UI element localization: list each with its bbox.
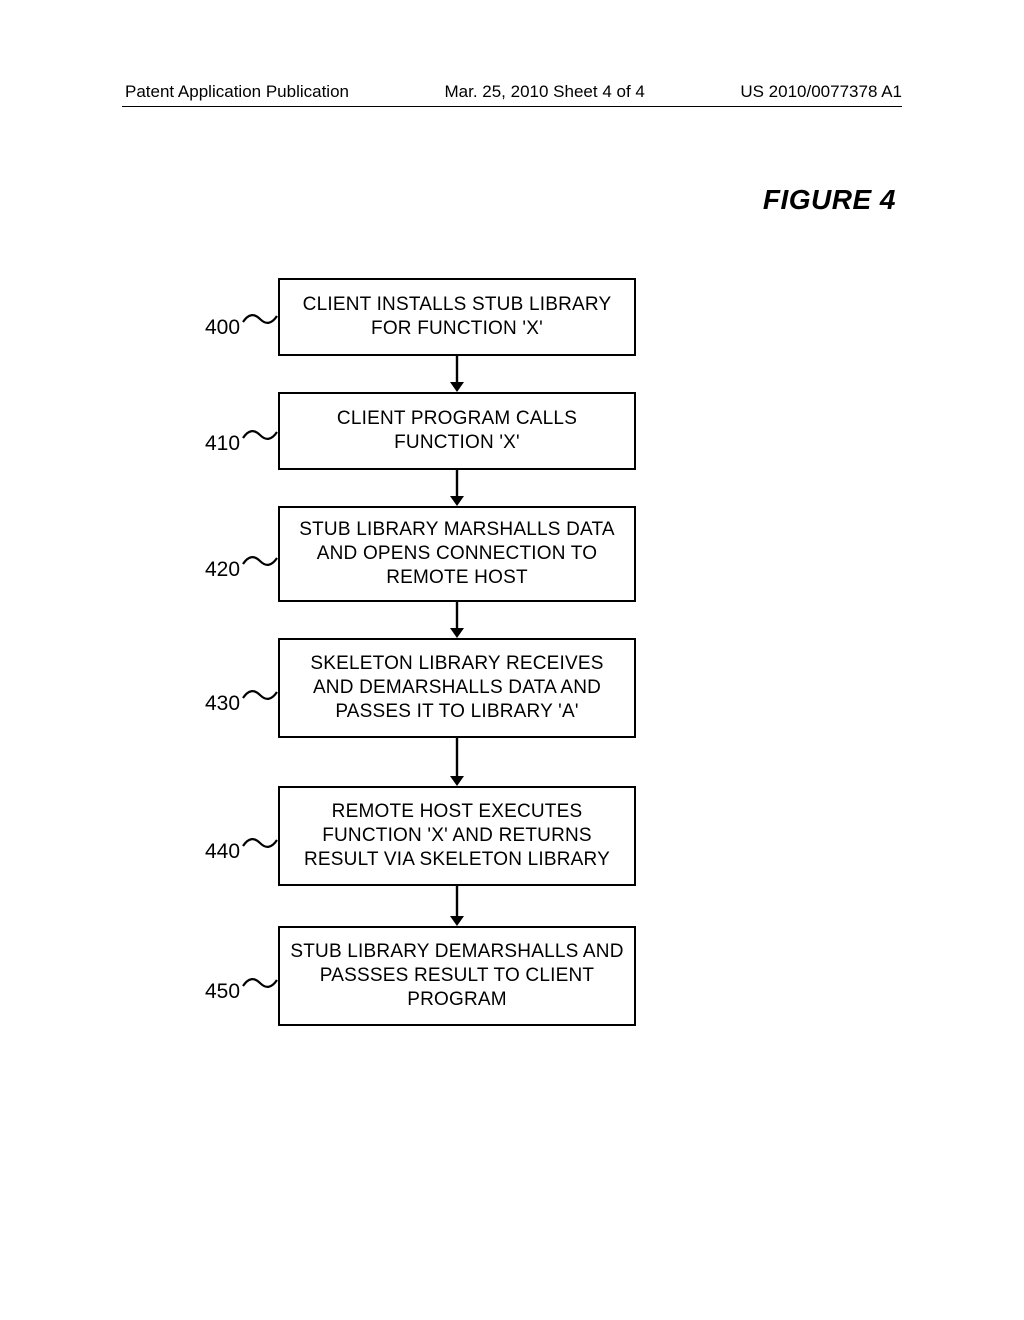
lead-line-icon (242, 426, 278, 444)
figure-title: FIGURE 4 (763, 184, 896, 216)
lead-line-icon (242, 310, 278, 328)
step-ref-label: 420 (205, 558, 240, 582)
flow-step: STUB LIBRARY DEMARSHALLS AND PASSSES RES… (278, 926, 636, 1026)
flow-step: REMOTE HOST EXECUTES FUNCTION 'X' AND RE… (278, 786, 636, 886)
page-header: Patent Application Publication Mar. 25, … (0, 82, 1024, 102)
flow-step: CLIENT INSTALLS STUB LIBRARY FOR FUNCTIO… (278, 278, 636, 356)
flow-arrow-icon (447, 886, 467, 926)
step-ref-label: 410 (205, 432, 240, 456)
header-rule (122, 106, 902, 107)
step-ref-label: 440 (205, 840, 240, 864)
flow-arrow-icon (447, 738, 467, 786)
flow-arrow-icon (447, 356, 467, 392)
lead-line-icon (242, 686, 278, 704)
lead-line-icon (242, 834, 278, 852)
step-ref-label: 430 (205, 692, 240, 716)
step-ref-label: 400 (205, 316, 240, 340)
header-right: US 2010/0077378 A1 (740, 82, 902, 102)
header-left: Patent Application Publication (125, 82, 349, 102)
lead-line-icon (242, 552, 278, 570)
flow-arrow-icon (447, 602, 467, 638)
flow-step: CLIENT PROGRAM CALLS FUNCTION 'X' (278, 392, 636, 470)
flow-arrow-icon (447, 470, 467, 506)
step-ref-label: 450 (205, 980, 240, 1004)
flow-step: SKELETON LIBRARY RECEIVES AND DEMARSHALL… (278, 638, 636, 738)
lead-line-icon (242, 974, 278, 992)
patent-page: Patent Application Publication Mar. 25, … (0, 0, 1024, 1320)
flow-step: STUB LIBRARY MARSHALLS DATA AND OPENS CO… (278, 506, 636, 602)
header-center: Mar. 25, 2010 Sheet 4 of 4 (444, 82, 644, 102)
